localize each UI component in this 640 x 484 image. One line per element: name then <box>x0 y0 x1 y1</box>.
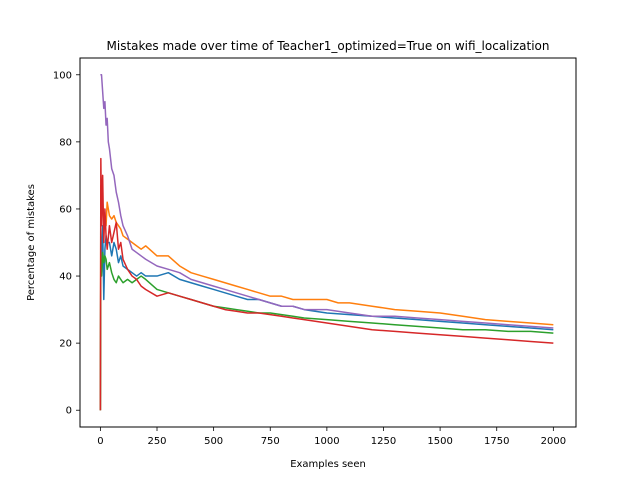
plot-frame <box>79 57 577 428</box>
series-line-4 <box>99 157 554 411</box>
series-line-3 <box>99 251 554 411</box>
x-tick-label: 2000 <box>541 436 566 447</box>
x-axis-label: Examples seen <box>290 459 366 470</box>
x-tick-label: 1750 <box>484 436 509 447</box>
x-tick-label: 500 <box>204 436 223 447</box>
y-tick-label: 100 <box>53 70 72 81</box>
y-tick-label: 0 <box>66 406 72 417</box>
x-tick-label: 0 <box>97 436 103 447</box>
series-line-5 <box>100 74 554 329</box>
y-tick-label: 20 <box>59 339 72 350</box>
chart-title: Mistakes made over time of Teacher1_opti… <box>107 39 550 53</box>
x-tick-label: 1250 <box>371 436 396 447</box>
y-axis-ticks: 0 20 40 60 80 100 <box>53 70 80 417</box>
y-axis-label: Percentage of mistakes <box>26 184 37 301</box>
series-line-1 <box>99 224 554 411</box>
x-tick-label: 750 <box>261 436 280 447</box>
series-line-2 <box>99 184 554 411</box>
x-tick-label: 1000 <box>314 436 339 447</box>
x-tick-label: 1500 <box>427 436 452 447</box>
y-tick-label: 80 <box>59 137 72 148</box>
y-tick-label: 60 <box>59 204 72 215</box>
x-tick-label: 250 <box>147 436 166 447</box>
x-axis-ticks: 0 250 500 750 1000 1250 1500 1750 2000 <box>97 427 566 447</box>
series-layer <box>99 74 554 411</box>
y-tick-label: 40 <box>59 272 72 283</box>
